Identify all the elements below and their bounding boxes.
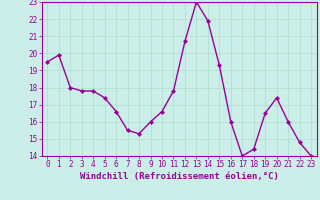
X-axis label: Windchill (Refroidissement éolien,°C): Windchill (Refroidissement éolien,°C): [80, 172, 279, 181]
